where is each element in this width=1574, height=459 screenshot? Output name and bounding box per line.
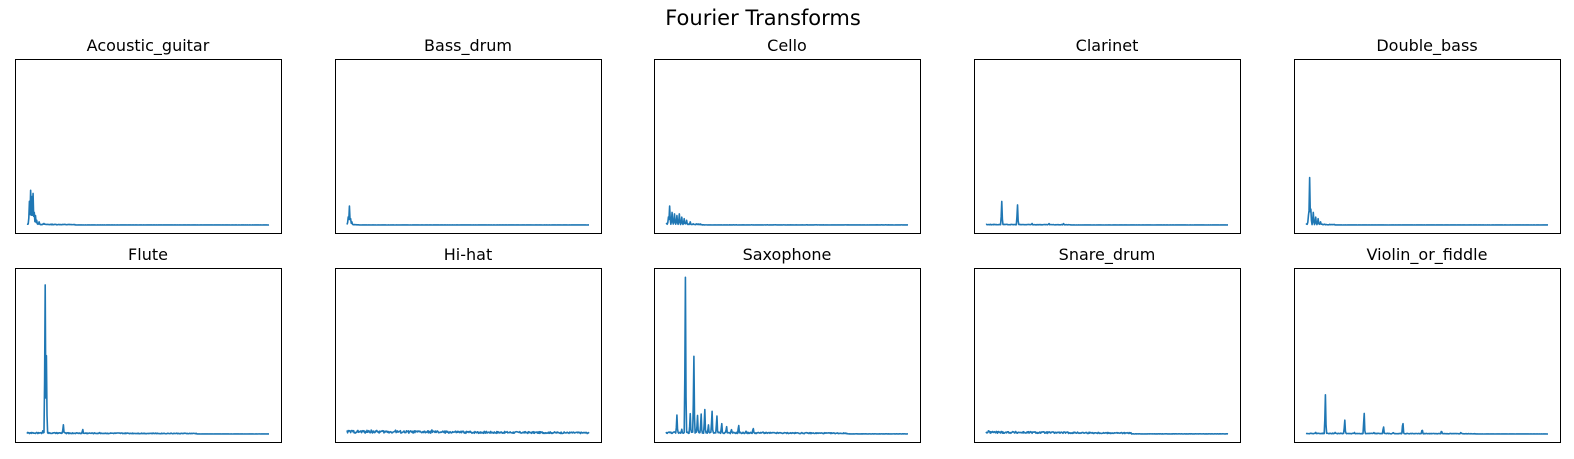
panel-title: Violin_or_fiddle (1367, 245, 1488, 265)
panel-violin-or-fiddle: Violin_or_fiddle (1294, 245, 1561, 443)
spectrum-line-saxophone (665, 276, 909, 435)
panel-title: Cello (767, 36, 807, 55)
panel-frame (335, 268, 602, 443)
panel-frame (974, 59, 1241, 234)
spectrum-line-violin-or-fiddle (1305, 394, 1549, 435)
spectrum-line-cello (665, 205, 909, 226)
panel-title: Bass_drum (424, 36, 512, 56)
panel-title: Hi-hat (444, 245, 492, 264)
panel-frame (974, 268, 1241, 443)
panel-title: Flute (128, 245, 168, 264)
panel-title: Snare_drum (1059, 245, 1156, 265)
spectrum-line-snare-drum (985, 430, 1229, 435)
panel-title: Double_bass (1376, 36, 1477, 56)
spectrum-line-double-bass (1305, 176, 1549, 226)
panel-cello: Cello (654, 36, 921, 234)
panel-title: Clarinet (1076, 36, 1139, 55)
figure-title: Fourier Transforms (665, 6, 861, 30)
panel-frame (15, 268, 282, 443)
panel-frame (1294, 268, 1561, 443)
panel-title: Acoustic_guitar (87, 36, 210, 56)
panel-grid: Acoustic_guitar Bass_drum Cello Clarinet Dou… (15, 36, 1561, 443)
panel-saxophone: Saxophone (654, 245, 921, 443)
panel-frame (654, 59, 921, 234)
panel-frame (654, 268, 921, 443)
panel-frame (1294, 59, 1561, 234)
panel-frame (15, 59, 282, 234)
panel-acoustic-guitar: Acoustic_guitar (15, 36, 282, 234)
panel-double-bass: Double_bass (1294, 36, 1561, 234)
spectrum-line-bass-drum (346, 205, 590, 226)
spectrum-line-flute (26, 284, 270, 435)
panel-hi-hat: Hi-hat (335, 245, 602, 443)
panel-title: Saxophone (743, 245, 832, 264)
spectrum-line-acoustic-guitar (26, 189, 270, 226)
spectrum-line-clarinet (985, 200, 1229, 226)
spectrum-line-hi-hat (346, 429, 590, 435)
panel-frame (335, 59, 602, 234)
panel-snare-drum: Snare_drum (974, 245, 1241, 443)
panel-flute: Flute (15, 245, 282, 443)
panel-bass-drum: Bass_drum (335, 36, 602, 234)
panel-clarinet: Clarinet (974, 36, 1241, 234)
